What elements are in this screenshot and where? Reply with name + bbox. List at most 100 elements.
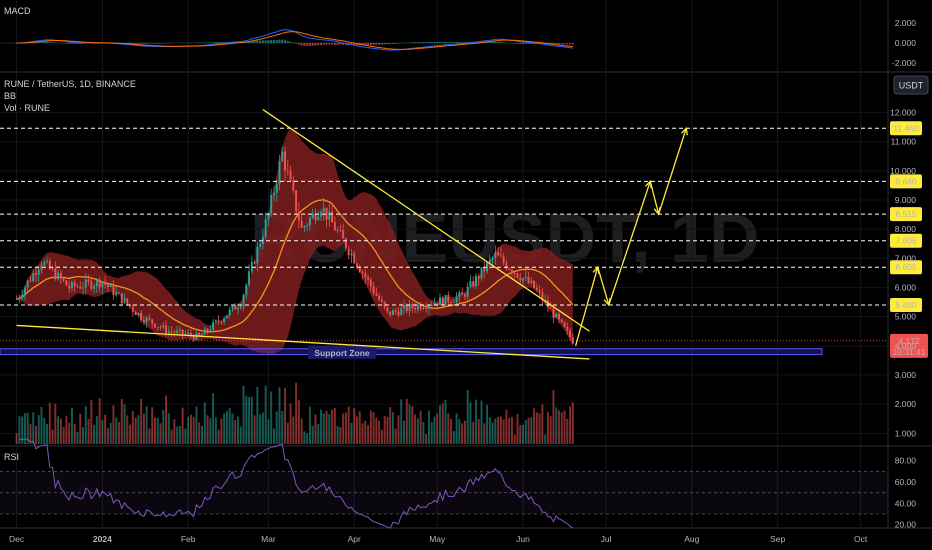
volume-bar: [248, 397, 251, 444]
volume-bar: [270, 391, 273, 444]
volume-bar: [140, 398, 143, 444]
candle-body: [466, 286, 469, 297]
macd-histogram-bar: [414, 42, 417, 43]
volume-bar: [87, 419, 90, 444]
candle-body: [231, 305, 234, 310]
volume-bar: [15, 433, 18, 444]
macd-histogram-bar: [411, 42, 414, 43]
candle-body: [422, 308, 425, 310]
volume-bar: [491, 422, 494, 444]
macd-histogram-bar: [270, 39, 273, 43]
macd-histogram-bar: [533, 43, 536, 45]
volume-bar: [59, 418, 62, 444]
macd-histogram-bar: [51, 42, 54, 43]
volume-bar: [234, 420, 237, 444]
volume-bar: [123, 404, 126, 444]
candle-body: [361, 272, 364, 274]
projection-segment: [657, 128, 687, 215]
volume-bar: [212, 393, 215, 444]
candle-body: [181, 329, 184, 335]
volume-bar: [320, 409, 322, 444]
candle-body: [101, 282, 104, 288]
volume-bar: [131, 411, 134, 444]
macd-histogram-bar: [436, 41, 439, 43]
volume-bar: [558, 410, 560, 444]
candle-body: [455, 296, 458, 303]
macd-histogram-bar: [427, 41, 430, 43]
level-badge: [890, 207, 922, 222]
volume-bar: [306, 433, 309, 444]
volume-bar: [181, 407, 184, 444]
macd-tick: -2.000: [892, 58, 916, 68]
macd-histogram-bar: [380, 43, 383, 45]
volume-bar: [488, 417, 491, 444]
candle-body: [350, 253, 353, 256]
macd-histogram-bar: [566, 43, 569, 45]
volume-bar: [391, 412, 394, 444]
volume-bar: [120, 399, 123, 444]
candle-body: [441, 297, 444, 306]
candle-body: [497, 252, 500, 256]
candle-body: [275, 184, 278, 193]
volume-bar: [386, 416, 389, 444]
candle-body: [37, 269, 40, 275]
macd-histogram-bar: [433, 41, 436, 43]
volume-bar: [466, 390, 469, 444]
candle-body: [333, 222, 336, 231]
volume-bar: [430, 422, 433, 444]
macd-histogram-bar: [447, 41, 450, 43]
candle-body: [120, 293, 123, 304]
candle-body: [546, 300, 549, 308]
candle-body: [178, 329, 181, 331]
volume-bar: [433, 416, 436, 444]
volume-bar: [524, 420, 527, 444]
candle-body: [325, 207, 328, 220]
time-tick: May: [429, 534, 446, 544]
macd-histogram-bar: [154, 43, 156, 44]
volume-bar: [369, 410, 372, 444]
candle-body: [165, 325, 168, 333]
candle-body: [510, 269, 513, 274]
volume-bar: [156, 417, 159, 444]
candle-body: [558, 313, 560, 320]
candle-body: [234, 305, 237, 310]
macd-histogram-bar: [284, 40, 286, 43]
macd-histogram-bar: [223, 42, 226, 43]
macd-histogram-bar: [250, 40, 253, 43]
candle-body: [267, 213, 270, 220]
volume-bar: [98, 398, 101, 444]
candle-body: [372, 286, 375, 294]
volume-bar: [300, 418, 303, 444]
price-tick: 12.000: [890, 108, 916, 118]
volume-bar: [513, 434, 516, 444]
volume-bar: [201, 425, 203, 444]
volume-bar: [427, 410, 430, 444]
volume-bar: [237, 416, 239, 444]
price-tick: 4.000: [895, 341, 917, 351]
candle-body: [118, 292, 120, 294]
macd-histogram-bar: [217, 42, 220, 43]
candle-body: [353, 253, 356, 264]
macd-histogram-bar: [129, 43, 132, 44]
volume-bar: [203, 402, 206, 444]
volume-bar: [477, 419, 480, 444]
macd-histogram-bar: [303, 43, 306, 46]
volume-bar: [342, 413, 345, 444]
price-tick: 9.000: [895, 195, 917, 205]
candle-body: [566, 327, 569, 331]
volume-bar: [331, 409, 334, 444]
candle-body: [458, 292, 461, 297]
macd-histogram-bar: [361, 43, 364, 46]
rsi-tick: 80.00: [895, 456, 917, 466]
volume-bar: [563, 410, 566, 444]
currency-button[interactable]: [893, 75, 929, 95]
macd-histogram-bar: [491, 41, 494, 43]
macd-histogram-bar: [209, 42, 212, 43]
candle-body: [87, 279, 90, 282]
volume-bar: [546, 411, 549, 444]
price-tick: 11.000: [891, 137, 917, 147]
volume-bar: [151, 407, 154, 444]
candle-body: [524, 276, 527, 279]
macd-histogram-bar: [391, 43, 394, 44]
